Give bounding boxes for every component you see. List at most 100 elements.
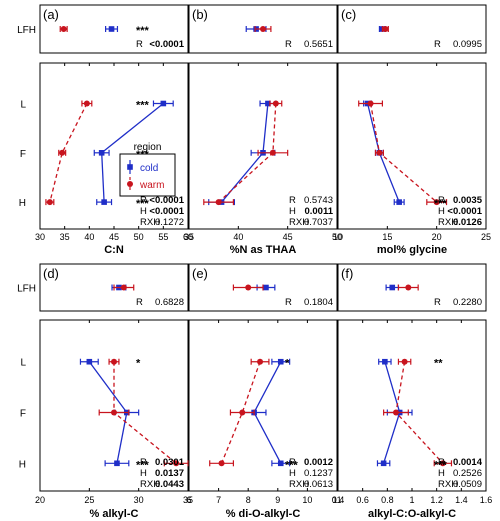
stat-label: H — [140, 468, 147, 479]
panel-a: (a)LFHLFH30354045505560C:N************R<… — [17, 4, 193, 256]
legend-box — [119, 153, 176, 197]
x-tick-label: 7 — [216, 495, 221, 505]
x-tick-label: 9 — [275, 495, 280, 505]
data-point-cold — [86, 358, 93, 365]
x-tick-label: 40 — [84, 232, 94, 242]
data-point-cold — [277, 358, 284, 365]
stat-value: 0.1237 — [304, 468, 333, 479]
y-category-label: LFH — [17, 284, 36, 295]
x-tick-label: 20 — [35, 495, 45, 505]
significance-stars: *** — [434, 198, 448, 210]
stat-label: H — [289, 206, 296, 217]
data-point-warm — [401, 358, 408, 365]
stat-value: 0.0995 — [453, 39, 482, 50]
x-tick-label: 0.4 — [332, 495, 345, 505]
stat-value: 0.0443 — [155, 479, 184, 490]
stat-value: <0.0001 — [447, 206, 482, 217]
stat-label: R — [434, 297, 441, 308]
stat-value: 0.0012 — [304, 457, 333, 468]
significance-stars: *** — [434, 459, 448, 471]
stat-label: R — [289, 457, 296, 468]
x-tick-label: 0.8 — [381, 495, 394, 505]
legend-title: region — [134, 142, 162, 153]
bottom-plot-frame — [39, 319, 189, 492]
top-plot-frame — [188, 4, 338, 54]
legend-label-cold: cold — [140, 163, 158, 174]
data-point-warm — [272, 100, 279, 107]
stat-label: H — [438, 468, 445, 479]
data-point-warm — [433, 199, 440, 206]
bottom-plot-frame — [188, 319, 338, 492]
stat-label: R — [285, 297, 292, 308]
x-tick-label: 25 — [481, 232, 491, 242]
data-point-warm — [439, 460, 446, 467]
data-point-warm — [59, 149, 66, 156]
significance-stars: *** — [136, 25, 150, 37]
x-tick-label: 35 — [184, 232, 194, 242]
x-tick-label: 50 — [134, 232, 144, 242]
panel-label: (f) — [341, 266, 353, 281]
significance-stars: ** — [434, 358, 443, 370]
stat-label: RXH — [140, 217, 160, 228]
legend-label-warm: warm — [139, 180, 164, 191]
stat-label: H — [289, 468, 296, 479]
x-axis-label: % alkyl-C — [90, 508, 139, 520]
x-tick-label: 25 — [84, 495, 94, 505]
data-point-warm — [260, 26, 266, 32]
stat-value: 0.0137 — [155, 468, 184, 479]
x-tick-label: 30 — [134, 495, 144, 505]
data-point-warm — [111, 358, 117, 365]
legend-marker-cold — [127, 164, 133, 170]
x-axis-label: alkyl-C:O-alkyl-C — [368, 508, 456, 520]
data-point-cold — [160, 100, 167, 107]
stat-value: 0.0014 — [453, 457, 483, 468]
significance-stars: *** — [136, 198, 150, 210]
data-point-warm — [215, 199, 222, 206]
panel-label: (a) — [43, 7, 59, 22]
y-category-label: LFH — [17, 25, 36, 36]
stat-value: 0.1804 — [304, 297, 333, 308]
data-point-warm — [382, 26, 389, 32]
stat-value: 0.0126 — [453, 217, 482, 228]
stat-value: 0.1272 — [155, 217, 184, 228]
top-plot-frame — [188, 263, 338, 312]
panel-label: (e) — [192, 266, 208, 281]
data-point-cold — [108, 26, 115, 32]
data-point-cold — [382, 358, 388, 365]
stat-label: R — [434, 39, 441, 50]
top-plot-frame — [39, 4, 189, 54]
stat-value: <0.0001 — [149, 206, 184, 217]
stat-value: 0.5743 — [304, 195, 333, 206]
stat-label: R — [438, 195, 445, 206]
stat-value: <0.0001 — [149, 195, 184, 206]
data-point-warm — [120, 284, 127, 291]
bottom-plot-frame — [188, 62, 338, 230]
stat-label: R — [438, 457, 445, 468]
x-tick-label: 10 — [333, 232, 343, 242]
data-point-cold — [263, 284, 269, 291]
data-point-cold — [114, 460, 120, 467]
y-category-label: L — [20, 358, 26, 369]
stat-value: 0.0301 — [155, 457, 185, 468]
stat-label: RXH — [289, 217, 309, 228]
x-tick-label: 1.2 — [430, 495, 443, 505]
x-tick-label: 50 — [332, 232, 342, 242]
data-point-warm — [111, 409, 117, 416]
data-point-warm — [218, 460, 225, 467]
legend-marker-warm — [127, 181, 133, 187]
x-tick-label: 55 — [158, 232, 168, 242]
data-point-warm — [269, 149, 276, 156]
x-tick-label: 15 — [382, 232, 392, 242]
y-category-label: F — [20, 409, 26, 420]
stat-label: RXH — [438, 217, 458, 228]
x-tick-label: 10 — [302, 495, 312, 505]
stat-label: RXH — [140, 479, 160, 490]
data-point-warm — [405, 284, 412, 291]
stat-value: 0.0509 — [453, 479, 482, 490]
stat-label: R — [136, 297, 143, 308]
data-point-cold — [101, 199, 107, 205]
